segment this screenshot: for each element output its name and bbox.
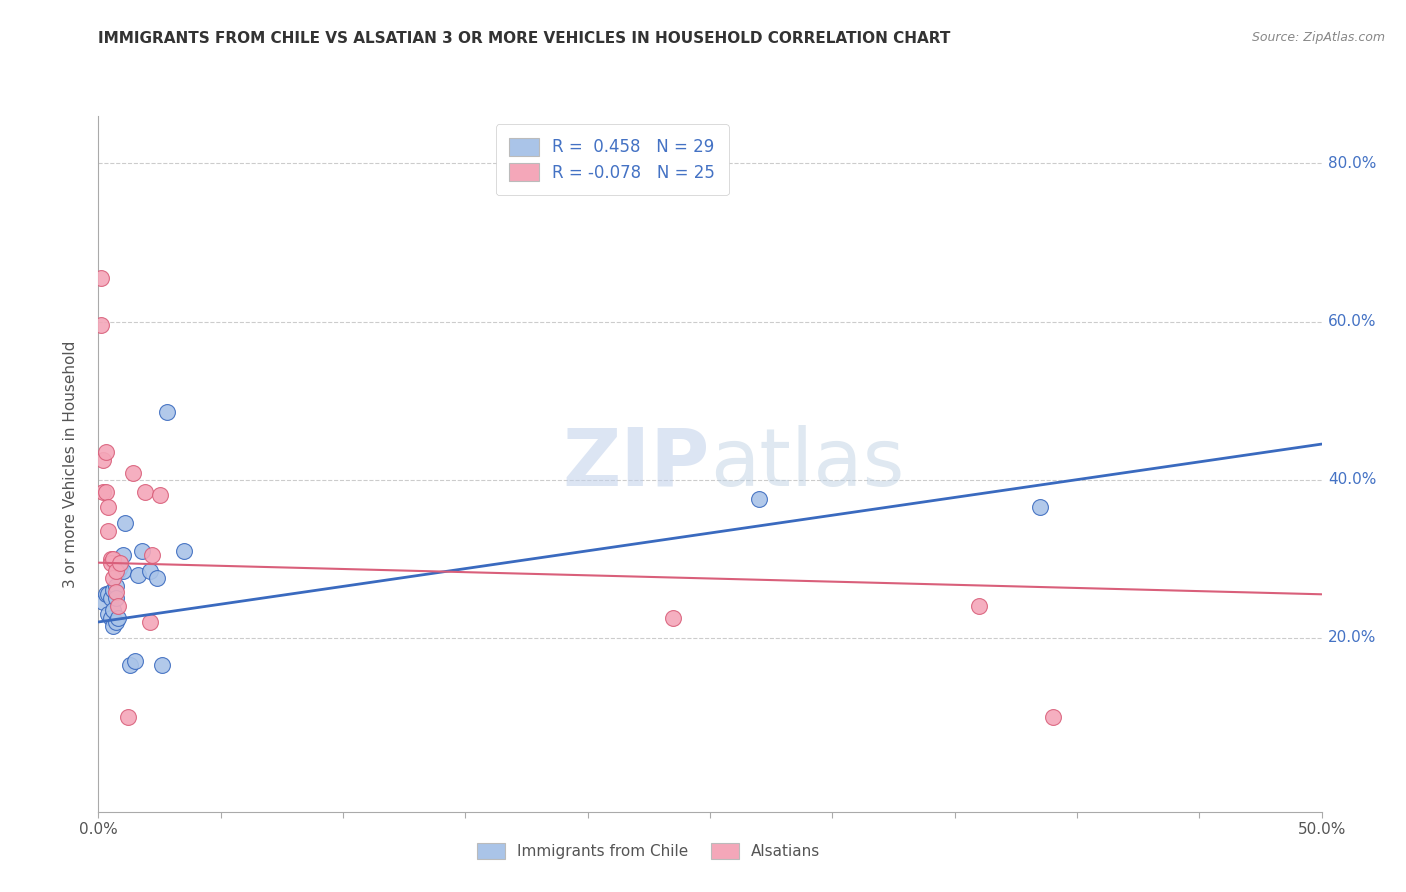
Point: [104, 615, 127, 629]
Point: [101, 551, 124, 566]
Point: [114, 516, 136, 530]
Point: [97, 500, 120, 515]
Point: [100, 591, 122, 606]
Text: 20.0%: 20.0%: [1327, 631, 1376, 645]
Legend: Immigrants from Chile, Alsatians: Immigrants from Chile, Alsatians: [467, 832, 831, 871]
Point: [131, 543, 153, 558]
Point: [91, 595, 114, 609]
Point: [97, 607, 120, 621]
Text: IMMIGRANTS FROM CHILE VS ALSATIAN 3 OR MORE VEHICLES IN HOUSEHOLD CORRELATION CH: IMMIGRANTS FROM CHILE VS ALSATIAN 3 OR M…: [98, 31, 950, 46]
Point: [141, 548, 163, 562]
Point: [94, 445, 117, 459]
Point: [97, 587, 120, 601]
Point: [101, 619, 124, 633]
Point: [173, 543, 195, 558]
Point: [90, 271, 112, 285]
Point: [110, 556, 132, 570]
Point: [101, 572, 124, 586]
Point: [662, 611, 685, 625]
Point: [150, 658, 173, 673]
Point: [149, 488, 172, 502]
Point: [967, 599, 990, 614]
Point: [110, 559, 132, 574]
Point: [101, 583, 124, 598]
Point: [104, 579, 127, 593]
Point: [127, 567, 149, 582]
Point: [94, 587, 117, 601]
Point: [111, 548, 134, 562]
Text: 40.0%: 40.0%: [1327, 472, 1376, 487]
Point: [111, 564, 134, 578]
Point: [107, 564, 129, 578]
Point: [100, 556, 122, 570]
Text: 80.0%: 80.0%: [1327, 156, 1376, 171]
Point: [120, 658, 142, 673]
Point: [91, 453, 114, 467]
Text: atlas: atlas: [710, 425, 904, 503]
Point: [101, 603, 124, 617]
Text: 60.0%: 60.0%: [1327, 314, 1376, 329]
Point: [117, 710, 139, 724]
Point: [100, 611, 122, 625]
Point: [156, 405, 179, 419]
Point: [104, 591, 127, 606]
Point: [134, 484, 156, 499]
Point: [104, 564, 127, 578]
Y-axis label: 3 or more Vehicles in Household: 3 or more Vehicles in Household: [63, 340, 77, 588]
Point: [121, 467, 143, 481]
Point: [1042, 710, 1064, 724]
Point: [94, 484, 117, 499]
Point: [90, 318, 112, 333]
Point: [107, 611, 129, 625]
Point: [139, 564, 162, 578]
Point: [91, 484, 114, 499]
Text: Source: ZipAtlas.com: Source: ZipAtlas.com: [1251, 31, 1385, 45]
Point: [146, 572, 169, 586]
Point: [124, 655, 146, 669]
Point: [100, 551, 122, 566]
Point: [107, 599, 129, 614]
Point: [748, 492, 770, 507]
Text: ZIP: ZIP: [562, 425, 710, 503]
Point: [1029, 500, 1052, 515]
Point: [139, 615, 162, 629]
Point: [97, 524, 120, 538]
Point: [104, 585, 127, 599]
